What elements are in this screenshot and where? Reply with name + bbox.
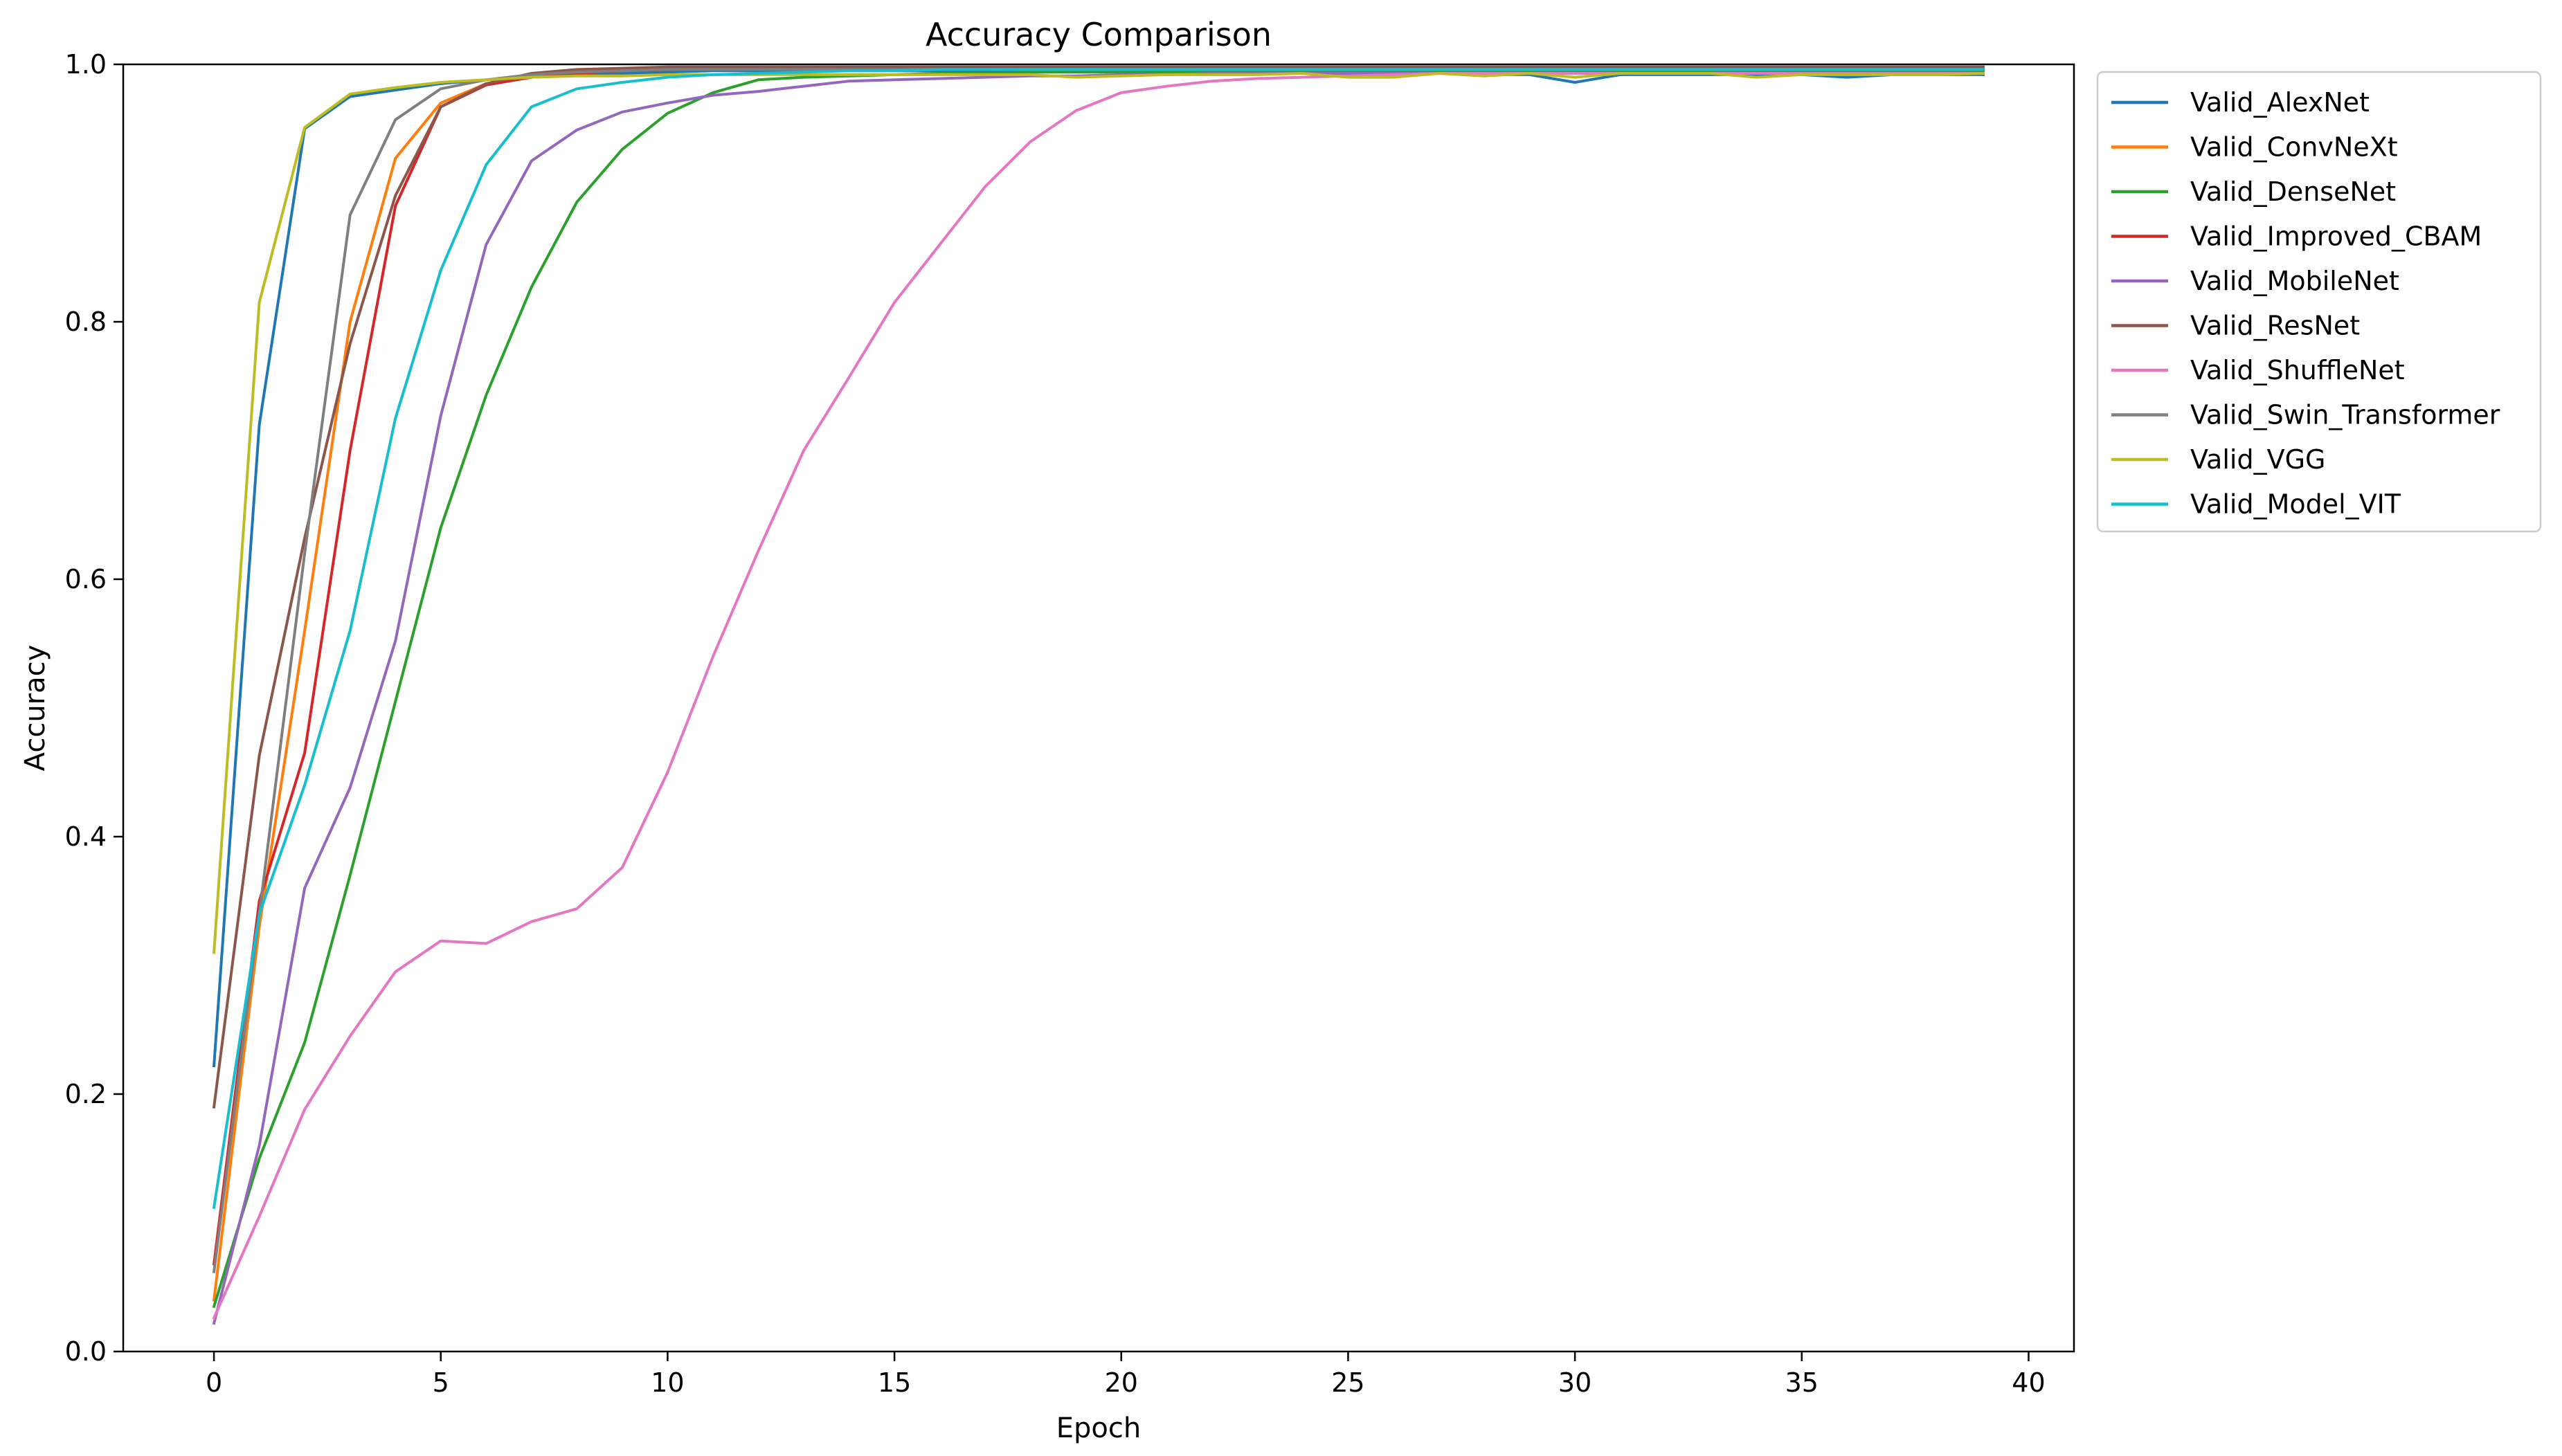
legend-item: Valid_MobileNet xyxy=(2111,266,2399,296)
legend: Valid_AlexNet Valid_ConvNeXt Valid_DenseNe… xyxy=(2096,71,2542,533)
legend-item: Valid_DenseNet xyxy=(2111,176,2396,207)
x-tick-label: 40 xyxy=(2012,1367,2045,1398)
legend-item: Valid_AlexNet xyxy=(2111,87,2370,118)
x-tick-label: 10 xyxy=(651,1367,684,1398)
x-tick-label: 0 xyxy=(206,1367,222,1398)
series-line-valid-model-vit xyxy=(212,68,1985,1209)
series-line-valid-alexnet xyxy=(212,69,1985,1068)
x-axis-title: Epoch xyxy=(1056,1412,1141,1444)
legend-item: Valid_Swin_Transformer xyxy=(2111,400,2500,430)
legend-item: Valid_ShuffleNet xyxy=(2111,355,2405,385)
legend-label: Valid_Swin_Transformer xyxy=(2190,400,2500,430)
legend-label: Valid_ResNet xyxy=(2190,311,2360,341)
series-line-valid-shufflenet xyxy=(212,72,1985,1320)
legend-label: Valid_VGG xyxy=(2190,444,2325,475)
series-line-valid-mobilenet xyxy=(212,72,1985,1325)
series-line-valid-densenet xyxy=(212,69,1985,1309)
legend-label: Valid_DenseNet xyxy=(2190,176,2396,207)
legend-item: Valid_ConvNeXt xyxy=(2111,132,2398,163)
series-line-valid-improved-cbam xyxy=(212,66,1985,1266)
x-tick-label: 20 xyxy=(1105,1367,1138,1398)
x-axis-ticks: 0 5 10 15 20 25 30 35 40 xyxy=(206,1352,2046,1398)
legend-items: Valid_AlexNet Valid_ConvNeXt Valid_DenseNe… xyxy=(2111,87,2500,520)
legend-item: Valid_Model_VIT xyxy=(2111,489,2401,520)
y-tick-label: 0.2 xyxy=(65,1079,107,1109)
legend-label: Valid_ConvNeXt xyxy=(2190,132,2398,163)
legend-item: Valid_ResNet xyxy=(2111,311,2360,341)
y-tick-label: 0.8 xyxy=(65,307,107,337)
y-axis-ticks: 0.0 0.2 0.4 0.6 0.8 1.0 xyxy=(65,49,123,1367)
legend-box xyxy=(2096,71,2542,533)
x-tick-label: 35 xyxy=(1785,1367,1819,1398)
legend-item: Valid_Improved_CBAM xyxy=(2111,221,2482,252)
chart-title: Accuracy Comparison xyxy=(926,16,1272,53)
plot-frame xyxy=(122,63,2075,1353)
legend-label: Valid_Model_VIT xyxy=(2190,489,2401,520)
x-tick-label: 15 xyxy=(878,1367,911,1398)
legend-label: Valid_Improved_CBAM xyxy=(2190,221,2482,252)
x-tick-label: 30 xyxy=(1558,1367,1591,1398)
series-line-valid-convnext xyxy=(212,66,1985,1302)
legend-label: Valid_AlexNet xyxy=(2190,87,2370,118)
x-tick-label: 25 xyxy=(1331,1367,1364,1398)
y-tick-label: 0.0 xyxy=(65,1336,107,1367)
y-axis-title: Accuracy xyxy=(19,645,51,772)
legend-label: Valid_MobileNet xyxy=(2190,266,2399,296)
series-line-valid-swin-transformer xyxy=(212,68,1985,1273)
y-tick-label: 0.4 xyxy=(65,821,107,852)
series-line-valid-resnet xyxy=(212,65,1985,1109)
x-tick-label: 5 xyxy=(433,1367,449,1398)
legend-item: Valid_VGG xyxy=(2111,444,2325,475)
y-tick-label: 1.0 xyxy=(65,49,107,80)
series-layer xyxy=(212,65,1985,1325)
y-tick-label: 0.6 xyxy=(65,564,107,594)
legend-label: Valid_ShuffleNet xyxy=(2190,355,2405,385)
series-line-valid-vgg xyxy=(212,71,1985,954)
